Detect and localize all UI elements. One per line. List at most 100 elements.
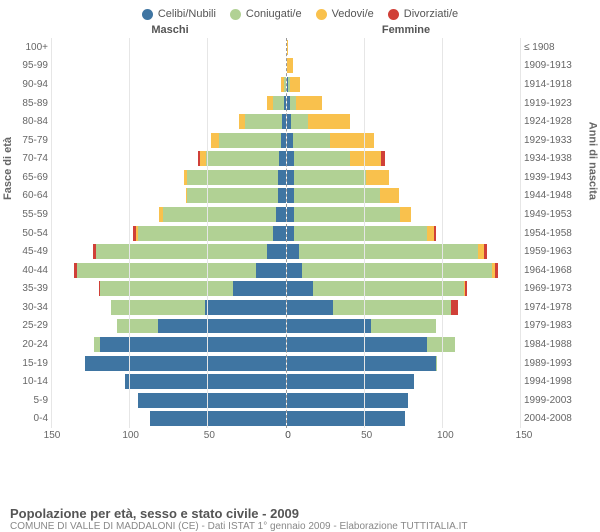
- bar-segment-single: [287, 207, 295, 222]
- bar-segment-single: [287, 226, 295, 241]
- population-pyramid-chart: Celibi/Nubili Coniugati/e Vedovi/e Divorzia…: [0, 0, 600, 500]
- birth-year-label: 1954-1958: [524, 224, 590, 243]
- legend-swatch: [316, 9, 327, 20]
- legend-item: Coniugati/e: [230, 8, 302, 20]
- bar-row: [287, 149, 521, 168]
- age-label: 60-64: [10, 187, 52, 206]
- bar-segment-married: [291, 114, 308, 129]
- bar-row: [52, 410, 286, 429]
- legend-label: Celibi/Nubili: [158, 8, 216, 20]
- bar-segment-widowed: [287, 40, 289, 55]
- bar-segment-married: [294, 207, 400, 222]
- bar-row: [287, 242, 521, 261]
- age-label: 0-4: [10, 410, 52, 429]
- bar-segment-married: [302, 263, 492, 278]
- birth-year-label: 1929-1933: [524, 131, 590, 150]
- bar-segment-single: [279, 151, 285, 166]
- bar-segment-married: [284, 77, 286, 92]
- bar-segment-married: [245, 114, 282, 129]
- bar-segment-married: [163, 207, 277, 222]
- birth-year-label: 2004-2008: [524, 410, 590, 429]
- bar-row: [287, 112, 521, 131]
- bar-segment-single: [233, 281, 286, 296]
- bar-segment-single: [287, 151, 295, 166]
- bar-segment-married: [371, 319, 436, 334]
- legend-item: Celibi/Nubili: [142, 8, 216, 20]
- bar-segment-single: [287, 188, 295, 203]
- birth-year-label: ≤ 1908: [524, 38, 590, 57]
- legend-swatch: [230, 9, 241, 20]
- birth-year-label: 1924-1928: [524, 112, 590, 131]
- bar-row: [52, 335, 286, 354]
- birth-year-label: 1909-1913: [524, 57, 590, 76]
- legend-label: Coniugati/e: [246, 8, 302, 20]
- header-female: Femmine: [288, 24, 524, 36]
- bar-segment-single: [273, 226, 285, 241]
- bar-segment-single: [138, 393, 286, 408]
- bar-segment-widowed: [350, 151, 381, 166]
- bar-segment-married: [294, 226, 426, 241]
- bar-segment-married: [117, 319, 157, 334]
- bar-segment-single: [150, 411, 285, 426]
- bar-segment-single: [287, 281, 313, 296]
- column-headers: Maschi Femmine: [10, 24, 590, 36]
- birth-year-label: 1919-1923: [524, 94, 590, 113]
- bar-segment-married: [333, 300, 451, 315]
- age-label: 20-24: [10, 335, 52, 354]
- bar-row: [287, 391, 521, 410]
- bar-row: [52, 187, 286, 206]
- bar-row: [52, 261, 286, 280]
- bar-segment-divorced: [381, 151, 384, 166]
- bar-segment-widowed: [330, 133, 374, 148]
- age-label: 90-94: [10, 75, 52, 94]
- bar-segment-widowed: [211, 133, 219, 148]
- bar-segment-single: [158, 319, 286, 334]
- bar-segment-single: [287, 300, 334, 315]
- bar-segment-divorced: [495, 263, 498, 278]
- female-side: [287, 38, 521, 428]
- male-side: [52, 38, 287, 428]
- bar-segment-single: [267, 244, 286, 259]
- age-label: 35-39: [10, 280, 52, 299]
- bar-row: [287, 94, 521, 113]
- bar-segment-single: [287, 374, 415, 389]
- legend: Celibi/Nubili Coniugati/e Vedovi/e Divorzia…: [10, 8, 590, 20]
- bar-row: [287, 205, 521, 224]
- legend-item: Vedovi/e: [316, 8, 374, 20]
- bar-segment-divorced: [465, 281, 467, 296]
- age-label: 45-49: [10, 242, 52, 261]
- x-tick: 150: [44, 430, 61, 441]
- birth-year-label: 1974-1978: [524, 298, 590, 317]
- bar-segment-married: [294, 188, 380, 203]
- bar-row: [52, 372, 286, 391]
- legend-label: Divorziati/e: [404, 8, 458, 20]
- bar-row: [287, 372, 521, 391]
- bar-segment-single: [85, 356, 286, 371]
- x-tick: 50: [361, 430, 372, 441]
- x-tick: 100: [122, 430, 139, 441]
- bar-segment-single: [287, 337, 427, 352]
- bar-segment-single: [287, 411, 405, 426]
- age-label: 10-14: [10, 372, 52, 391]
- bar-segment-single: [205, 300, 286, 315]
- bar-segment-widowed: [287, 58, 293, 73]
- bar-segment-single: [287, 393, 408, 408]
- bar-segment-single: [125, 374, 285, 389]
- bar-segment-widowed: [290, 77, 301, 92]
- bar-segment-widowed: [296, 96, 322, 111]
- bar-row: [52, 354, 286, 373]
- bar-row: [287, 224, 521, 243]
- bar-row: [52, 131, 286, 150]
- bar-row: [287, 410, 521, 429]
- bar-segment-single: [278, 188, 286, 203]
- bar-row: [287, 280, 521, 299]
- y-axis-title-age: Fasce di età: [2, 137, 14, 200]
- bar-segment-married: [293, 133, 330, 148]
- birth-year-label: 1939-1943: [524, 168, 590, 187]
- bar-row: [287, 38, 521, 57]
- bar-segment-single: [276, 207, 285, 222]
- age-label: 80-84: [10, 112, 52, 131]
- bar-segment-single: [287, 319, 371, 334]
- x-tick: 0: [285, 430, 291, 441]
- bar-segment-married: [299, 244, 478, 259]
